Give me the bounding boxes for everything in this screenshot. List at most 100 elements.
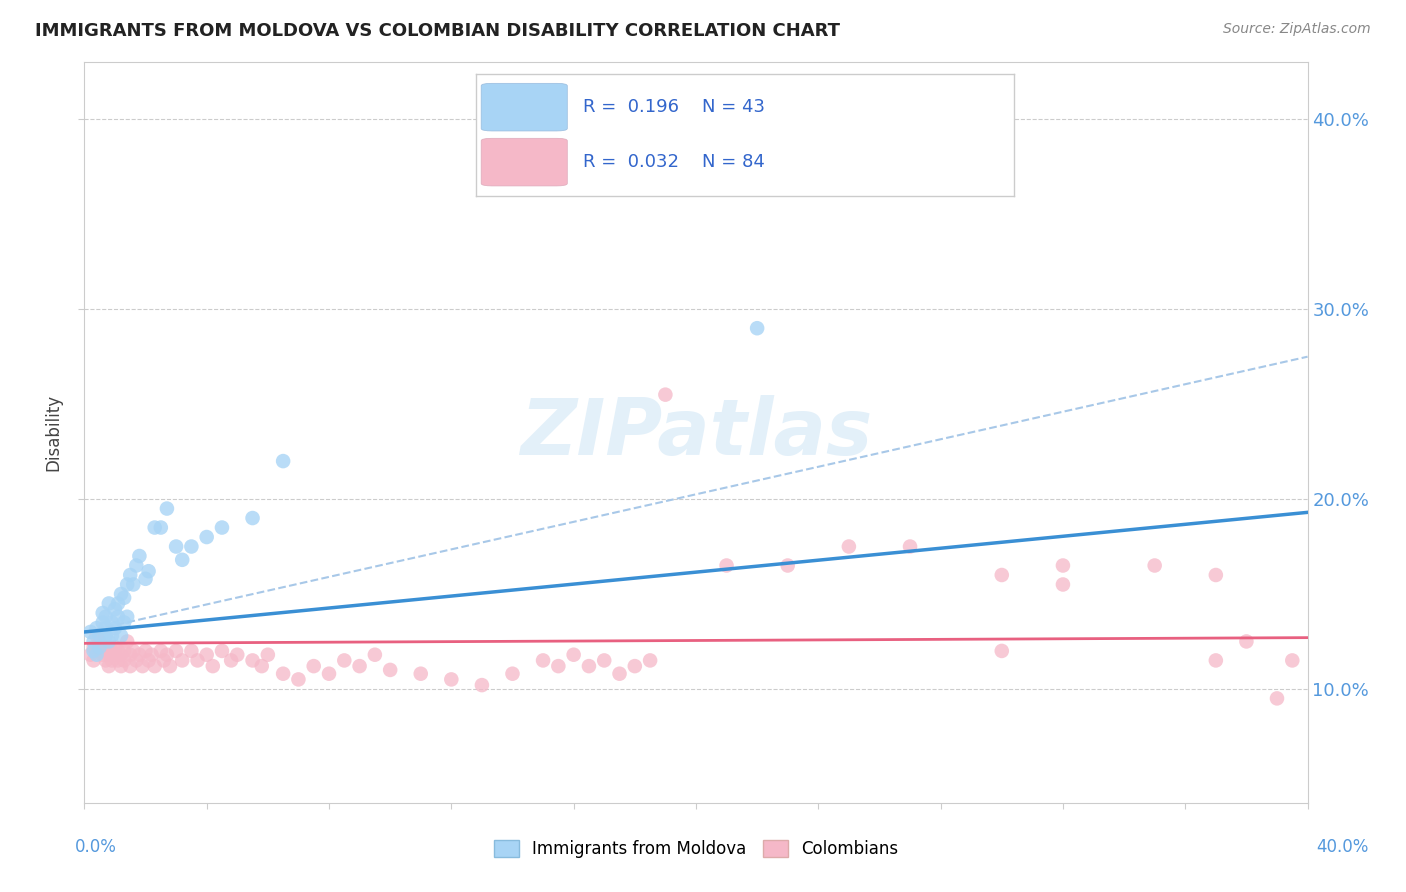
Point: [1143, 558, 1166, 573]
Point: [991, 568, 1014, 582]
Point: [112, 591, 135, 605]
Point: [101, 653, 124, 667]
Point: [716, 558, 738, 573]
Text: IMMIGRANTS FROM MOLDOVA VS COLOMBIAN DISABILITY CORRELATION CHART: IMMIGRANTS FROM MOLDOVA VS COLOMBIAN DIS…: [35, 22, 841, 40]
Point: [89, 640, 111, 654]
Point: [257, 648, 280, 662]
Point: [104, 648, 127, 662]
Point: [97, 634, 120, 648]
Point: [128, 549, 150, 563]
Text: Source: ZipAtlas.com: Source: ZipAtlas.com: [1223, 22, 1371, 37]
Point: [156, 501, 179, 516]
Point: [409, 666, 432, 681]
Point: [153, 653, 176, 667]
Point: [122, 644, 145, 658]
Point: [138, 564, 160, 578]
Point: [125, 558, 148, 573]
Point: [349, 659, 371, 673]
Point: [135, 572, 157, 586]
Point: [110, 587, 132, 601]
Point: [112, 653, 135, 667]
Point: [159, 659, 181, 673]
Point: [86, 621, 108, 635]
Point: [89, 634, 111, 648]
Point: [91, 648, 114, 662]
Point: [609, 666, 631, 681]
Y-axis label: Disability: Disability: [45, 394, 63, 471]
Point: [747, 321, 769, 335]
Point: [201, 659, 224, 673]
Point: [120, 568, 142, 582]
Point: [165, 644, 187, 658]
Point: [380, 663, 402, 677]
Point: [302, 659, 325, 673]
Point: [471, 678, 494, 692]
Point: [101, 615, 124, 630]
Point: [149, 644, 172, 658]
Point: [242, 653, 264, 667]
Point: [991, 644, 1014, 658]
Point: [91, 640, 114, 654]
Point: [624, 659, 647, 673]
Point: [83, 640, 105, 654]
Point: [97, 648, 120, 662]
Point: [242, 511, 264, 525]
Point: [172, 553, 194, 567]
Point: [83, 644, 105, 658]
Point: [211, 644, 233, 658]
Point: [440, 673, 463, 687]
Point: [91, 606, 114, 620]
Point: [1205, 568, 1227, 582]
Point: [638, 653, 661, 667]
Point: [94, 653, 117, 667]
Point: [898, 540, 921, 554]
Point: [149, 520, 172, 534]
Point: [143, 520, 166, 534]
Point: [562, 648, 585, 662]
Point: [89, 629, 111, 643]
Point: [502, 666, 524, 681]
Point: [94, 621, 117, 635]
Point: [83, 634, 105, 648]
Point: [128, 648, 150, 662]
Point: [104, 640, 127, 654]
Point: [122, 577, 145, 591]
Point: [135, 644, 157, 658]
Point: [287, 673, 309, 687]
Point: [115, 577, 138, 591]
Point: [120, 648, 142, 662]
Point: [94, 609, 117, 624]
Point: [115, 634, 138, 648]
Point: [101, 629, 124, 643]
Point: [110, 629, 132, 643]
Point: [79, 648, 101, 662]
Point: [110, 648, 132, 662]
Point: [593, 653, 616, 667]
Point: [156, 648, 179, 662]
Point: [131, 659, 153, 673]
Point: [180, 644, 202, 658]
Point: [112, 615, 135, 630]
Point: [125, 653, 148, 667]
Point: [104, 621, 127, 635]
Point: [86, 648, 108, 662]
Point: [107, 597, 129, 611]
Point: [333, 653, 356, 667]
Point: [1052, 577, 1074, 591]
Point: [1281, 653, 1303, 667]
Point: [107, 653, 129, 667]
Point: [112, 644, 135, 658]
Point: [547, 659, 569, 673]
Point: [83, 653, 105, 667]
Point: [138, 653, 160, 667]
Point: [578, 659, 600, 673]
Point: [97, 597, 120, 611]
Point: [91, 615, 114, 630]
Point: [101, 644, 124, 658]
Point: [250, 659, 273, 673]
Point: [120, 659, 142, 673]
Point: [1236, 634, 1258, 648]
Point: [271, 666, 294, 681]
Point: [1205, 653, 1227, 667]
Point: [107, 609, 129, 624]
